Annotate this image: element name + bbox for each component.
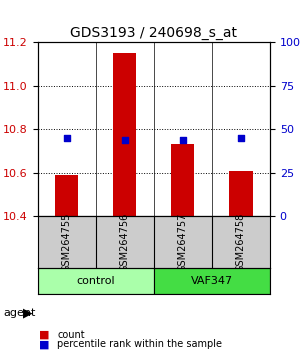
Text: ■: ■	[39, 339, 50, 349]
Point	[238, 135, 243, 141]
Text: agent: agent	[3, 308, 35, 318]
Text: ■: ■	[39, 330, 50, 339]
Bar	[229, 171, 253, 216]
Point	[122, 137, 127, 143]
FancyBboxPatch shape	[154, 268, 270, 294]
FancyBboxPatch shape	[38, 268, 154, 294]
Point	[180, 137, 185, 143]
Text: GSM264758: GSM264758	[236, 212, 246, 272]
Text: VAF347: VAF347	[191, 276, 233, 286]
Text: GSM264757: GSM264757	[178, 212, 188, 272]
Point	[64, 135, 69, 141]
Text: percentile rank within the sample: percentile rank within the sample	[57, 339, 222, 349]
Text: GSM264756: GSM264756	[120, 212, 130, 272]
Text: count: count	[57, 330, 85, 339]
Bar	[55, 175, 78, 216]
Text: ▶: ▶	[22, 307, 32, 320]
Title: GDS3193 / 240698_s_at: GDS3193 / 240698_s_at	[70, 26, 237, 40]
Bar	[171, 144, 194, 216]
Text: GSM264755: GSM264755	[61, 212, 72, 272]
Text: control: control	[76, 276, 115, 286]
Bar	[113, 53, 136, 216]
